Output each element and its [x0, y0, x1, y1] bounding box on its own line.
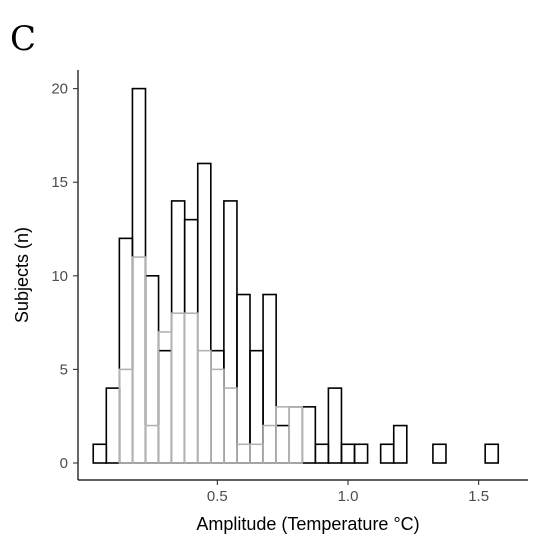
histogram-bar-s0-b2 — [118, 237, 134, 464]
histogram-bar-s0-b22 — [379, 443, 395, 464]
histogram-bar-s1-b15 — [288, 406, 304, 464]
y-tick-label: 15 — [51, 174, 68, 191]
histogram-bar-s0-b9 — [210, 349, 225, 464]
x-axis-title: Amplitude (Temperature °C) — [196, 514, 419, 534]
histogram-bar-s1-b8 — [196, 349, 212, 464]
histogram-bar-s0-b20 — [353, 443, 369, 464]
histogram-bar-s0-b1 — [105, 387, 121, 464]
histogram-bar-s0-b18 — [327, 387, 343, 464]
histogram-bar-s1-b5 — [157, 331, 173, 464]
x-tick-label: 0.5 — [207, 488, 228, 505]
histogram-bar-s1-b3 — [131, 256, 147, 464]
histogram-bar-s1-b10 — [223, 387, 238, 464]
histogram-bar-s0-b14 — [275, 424, 291, 464]
histogram-bar-s0-b16 — [301, 406, 317, 464]
series-gray-bars — [118, 256, 304, 464]
histogram-bar-s1-b13 — [262, 424, 277, 464]
x-tick-label: 1.5 — [468, 488, 489, 505]
histogram-bar-s0-b0 — [92, 443, 108, 464]
histogram-bar-s1-b12 — [249, 443, 264, 464]
histogram-bar-s1-b14 — [275, 406, 291, 464]
x-tick-label: 1.0 — [338, 488, 359, 505]
histogram-bar-s0-b17 — [314, 443, 330, 464]
histogram-bar-s1-b4 — [144, 424, 160, 464]
histogram-bar-s0-b5 — [157, 349, 173, 464]
histogram-bar-s1-b11 — [236, 443, 251, 464]
histogram-bar-s0-b15 — [288, 406, 304, 464]
y-tick-label: 10 — [51, 268, 68, 285]
y-tick-label: 20 — [51, 81, 68, 98]
histogram-bar-s0-b6 — [170, 200, 186, 464]
histogram-bar-s0-b13 — [262, 293, 277, 464]
histogram-bar-s0-b7 — [183, 218, 199, 464]
histogram-bar-s1-b6 — [170, 312, 186, 464]
histogram-bar-s0-b12 — [249, 349, 264, 464]
histogram-bar-s1-b2 — [118, 368, 134, 464]
histogram-bar-s0-b26 — [432, 443, 447, 464]
y-axis-ticks: 0 5 10 15 20 — [51, 81, 78, 472]
x-axis-ticks: 0.5 1.0 1.5 — [207, 480, 489, 505]
y-axis-title: Subjects (n) — [12, 227, 32, 323]
histogram-bar-s0-b23 — [392, 424, 408, 464]
histogram-bar-s0-b4 — [144, 274, 160, 464]
histogram-bar-s0-b8 — [196, 162, 212, 464]
histogram-bar-s0-b30 — [484, 443, 500, 464]
histogram-bar-s1-b9 — [210, 368, 225, 464]
histogram-bar-s1-b7 — [183, 312, 199, 464]
histogram-bar-s0-b3 — [131, 87, 147, 464]
histogram-bar-s0-b10 — [223, 200, 238, 464]
histogram-bar-s0-b11 — [236, 293, 251, 464]
y-tick-label: 0 — [60, 455, 68, 472]
histogram-bar-s0-b19 — [340, 443, 356, 464]
panel-label: C — [10, 19, 36, 59]
y-tick-label: 5 — [60, 361, 68, 378]
